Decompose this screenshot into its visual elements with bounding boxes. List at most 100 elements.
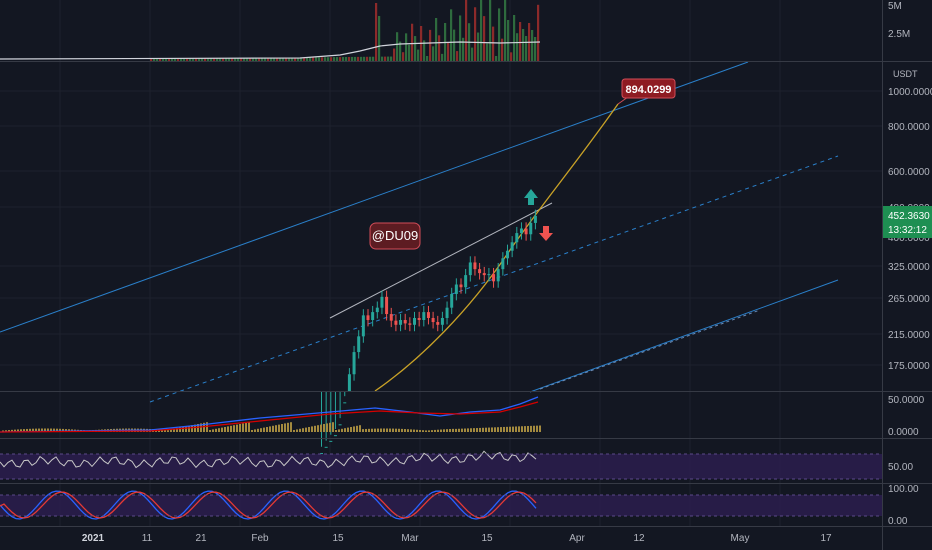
volume-bar (153, 58, 156, 61)
macd-tick: 50.0000 (888, 395, 925, 406)
macd-hist (515, 426, 517, 432)
macd-hist (2, 430, 4, 432)
stoch-axis: 100.00 0.00 (888, 484, 919, 527)
volume-bar (225, 58, 228, 61)
macd-hist (194, 424, 196, 432)
macd-hist (419, 429, 421, 432)
macd-hist (500, 427, 502, 432)
candle-body (440, 317, 444, 325)
macd-hist (431, 430, 433, 432)
macd-hist (287, 422, 289, 432)
candle-body (459, 284, 463, 288)
macd-hist (5, 430, 7, 432)
volume-bar (189, 58, 192, 61)
macd-hist (353, 426, 355, 432)
candle-body (506, 250, 509, 259)
volume-bar (258, 57, 261, 61)
macd-hist (470, 428, 472, 432)
volume-bar (207, 58, 210, 61)
volume-bar (516, 33, 519, 61)
macd-hist (350, 427, 352, 432)
volume-bar (498, 8, 501, 61)
parabolic-curve[interactable] (374, 103, 619, 392)
stoch-tick: 100.00 (888, 484, 919, 495)
time-tick: Feb (251, 533, 269, 544)
macd-hist (167, 430, 169, 432)
macd-hist (317, 425, 319, 432)
macd-hist (473, 428, 475, 432)
macd-hist (50, 428, 52, 432)
macd-hist (359, 425, 361, 432)
macd-hist (536, 425, 538, 432)
candle-body (468, 262, 472, 276)
candlestick-series[interactable] (320, 209, 537, 454)
candle-body (464, 275, 468, 288)
volume-bar (315, 57, 318, 61)
macd-hist (299, 428, 301, 432)
macd-hist (374, 428, 376, 432)
volume-bar (465, 0, 468, 61)
macd-hist (236, 424, 238, 432)
macd-hist (503, 426, 505, 432)
candle-body (394, 320, 398, 325)
volume-bar (324, 57, 327, 61)
volume-bar (261, 57, 264, 61)
macd-hist (377, 428, 379, 432)
volume-bar (537, 4, 540, 62)
macd-hist (284, 423, 286, 432)
volume-bar (531, 30, 534, 61)
macd-hist (263, 427, 265, 432)
volume-bar (411, 23, 414, 61)
macd-hist (362, 429, 364, 432)
time-tick: 15 (332, 533, 344, 544)
target-label[interactable]: 894.0299 (617, 78, 676, 105)
macd-hist (332, 422, 334, 432)
volume-bar (300, 57, 303, 61)
macd-hist (182, 427, 184, 432)
wedge-lines[interactable] (329, 202, 553, 319)
price-axis[interactable]: USDT 1000.0000 800.0000 600.0000 480.000… (883, 69, 932, 372)
regression-channel[interactable] (0, 61, 839, 403)
macd-hist (524, 426, 526, 432)
macd-hist (302, 428, 304, 432)
volume-bar (525, 36, 528, 61)
candle-body (492, 274, 496, 282)
candle-body (366, 315, 370, 321)
macd-hist (197, 424, 199, 432)
macd-hist (497, 427, 499, 432)
volume-bar (180, 58, 183, 61)
time-tick: 2021 (82, 533, 105, 544)
volume-bar (267, 57, 270, 61)
time-tick: 17 (820, 533, 832, 544)
volume-bar (513, 15, 516, 61)
price-tick: 215.0000 (888, 330, 930, 341)
signal-line (0, 401, 539, 433)
volume-bar (456, 51, 459, 61)
candle-body (333, 435, 337, 437)
volume-bar (480, 0, 483, 61)
macd-hist (185, 426, 187, 432)
time-axis[interactable]: 2021 11 21 Feb 15 Mar 15 Apr 12 May 17 (82, 533, 832, 544)
candle-body (380, 296, 384, 308)
macd-hist (392, 428, 394, 432)
volume-bar (363, 56, 366, 61)
macd-hist (209, 430, 211, 432)
volume-bar (174, 58, 177, 61)
volume-bar (291, 57, 294, 61)
macd-hist (434, 429, 436, 432)
volume-bar (405, 33, 408, 61)
volume-bar (237, 58, 240, 61)
price-tick: 325.0000 (888, 262, 930, 273)
macd-hist (323, 424, 325, 432)
candle-body (454, 284, 458, 294)
stoch-d-line (0, 491, 537, 519)
volume-bar (183, 58, 186, 61)
price-pane[interactable]: @DU09 894.0299 (0, 61, 839, 454)
volume-bar (399, 41, 402, 61)
volume-bar (390, 56, 393, 61)
volume-bar (150, 59, 153, 61)
volume-bar (441, 53, 444, 61)
volume-bar (423, 40, 426, 61)
macd-hist (428, 430, 430, 432)
